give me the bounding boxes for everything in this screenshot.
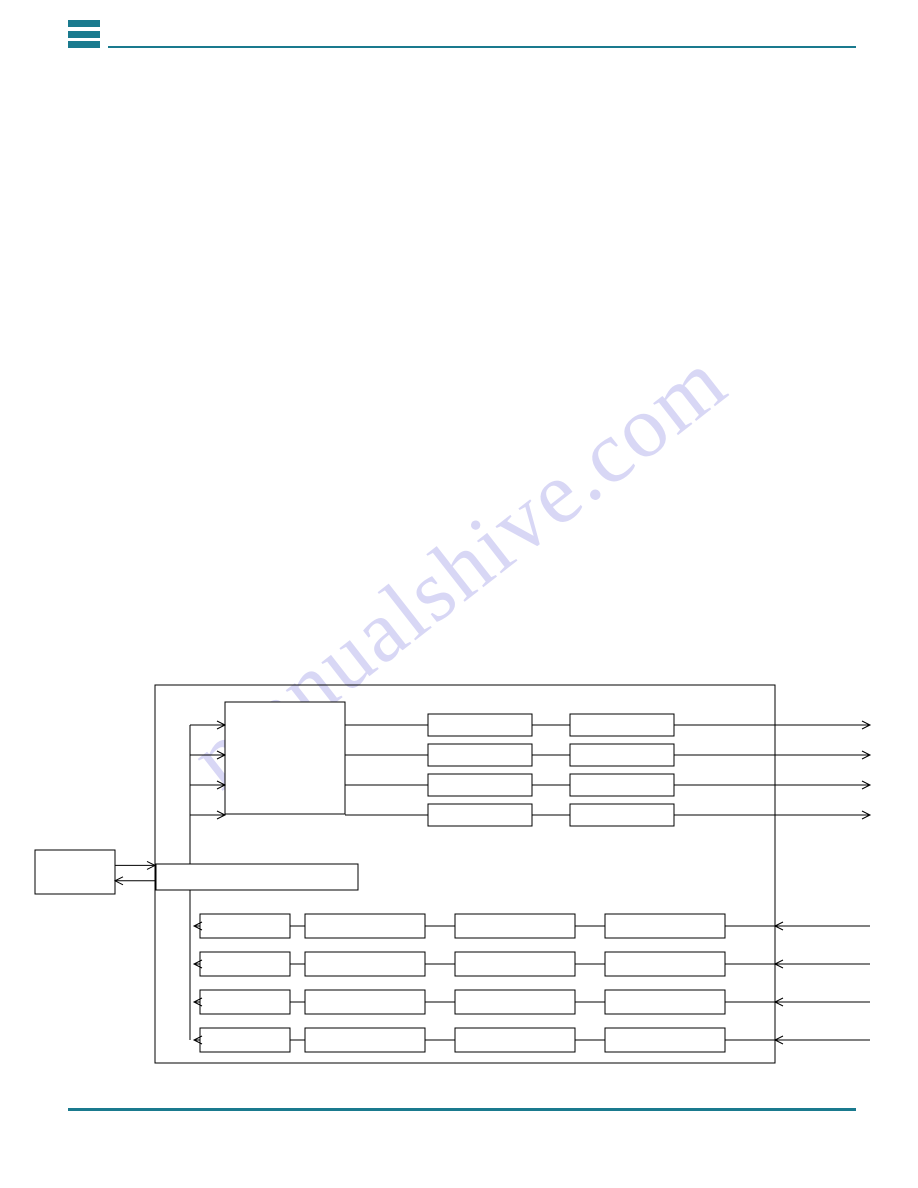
page: manualshive.com: [0, 0, 918, 1188]
block-diagram: [30, 680, 900, 1080]
hamburger-logo-icon: [68, 20, 100, 48]
footer-rule: [68, 1108, 856, 1111]
header-rule: [108, 46, 856, 48]
